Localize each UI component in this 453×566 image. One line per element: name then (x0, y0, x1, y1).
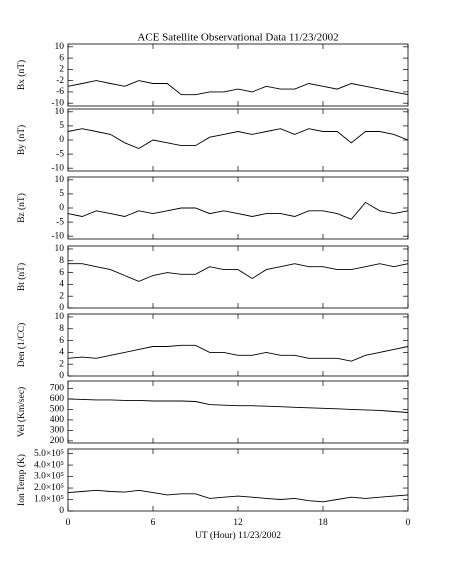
y-tick-label: 4 (59, 280, 64, 290)
panel-frame (67, 176, 409, 240)
y-tick-label: 6 (59, 53, 64, 63)
y-tick-label: 4 (59, 348, 64, 358)
panel-frame (67, 43, 409, 107)
y-tick-label: 0 (59, 303, 64, 313)
y-tick-label: 2 (59, 65, 64, 75)
y-tick-label: 0 (59, 203, 64, 213)
y-tick-label: 2 (59, 359, 64, 369)
y-tick-label: 10 (55, 244, 65, 254)
y-tick-label: 700 (50, 384, 65, 394)
y-tick-label: 3.0×10⁵ (34, 472, 64, 482)
y-tick-label: 2 (59, 291, 64, 301)
y-tick-label: 0 (59, 506, 64, 516)
y-tick-label: 8 (59, 256, 64, 266)
y-axis-label: Bx (nT) (16, 60, 27, 90)
y-tick-label: 10 (55, 107, 65, 117)
y-tick-label: -10 (51, 98, 64, 108)
y-tick-label: 10 (55, 175, 65, 185)
y-tick-label: 5.0×10⁵ (34, 449, 64, 459)
y-tick-label: 0 (59, 371, 64, 381)
y-axis-label: Vel (Km/sec) (16, 387, 27, 437)
data-line (67, 489, 409, 503)
panel-frame (67, 313, 409, 377)
x-tick-label: 12 (233, 518, 243, 528)
x-axis-label: UT (Hour) 11/23/2002 (195, 530, 281, 541)
y-axis-label: Bz (nT) (16, 193, 27, 223)
y-tick-label: 500 (50, 405, 65, 415)
y-tick-label: -10 (51, 163, 64, 173)
chart-title: ACE Satellite Observational Data 11/23/2… (137, 32, 338, 44)
y-axis-label: Bt (nT) (16, 263, 27, 291)
y-tick-label: 5 (59, 189, 64, 199)
y-tick-label: -5 (56, 217, 64, 227)
y-tick-label: 300 (50, 426, 65, 436)
y-tick-label: 6 (59, 268, 64, 278)
data-line (67, 201, 409, 220)
y-tick-label: 1.0×10⁵ (34, 495, 64, 505)
y-tick-label: 8 (59, 324, 64, 334)
y-tick-label: 10 (55, 312, 65, 322)
y-tick-label: 600 (50, 394, 65, 404)
panel-frame (67, 245, 409, 309)
y-axis-label: Den (1/CC) (16, 323, 27, 368)
x-tick-label: 0 (406, 518, 411, 528)
x-tick-label: 0 (66, 518, 71, 528)
panel-frame (67, 108, 409, 172)
y-tick-label: 5 (59, 121, 64, 131)
y-axis-label: By (nT) (16, 125, 27, 155)
data-line (67, 398, 409, 413)
y-tick-label: -5 (56, 149, 64, 159)
x-tick-label: 18 (318, 518, 328, 528)
data-line (67, 80, 409, 96)
y-tick-label: 4.0×10⁵ (34, 460, 64, 470)
y-axis-label: Ion Temp (K) (16, 454, 27, 506)
y-tick-label: 400 (50, 415, 65, 425)
y-tick-label: 10 (55, 42, 65, 52)
y-tick-label: -10 (51, 231, 64, 241)
y-tick-label: -6 (56, 87, 64, 97)
data-line (67, 128, 409, 150)
y-tick-label: 200 (50, 436, 65, 446)
y-tick-label: 0 (59, 135, 64, 145)
y-tick-label: 6 (59, 336, 64, 346)
panel-frame (67, 448, 409, 512)
data-line (68, 263, 409, 282)
y-tick-label: -2 (56, 76, 64, 86)
x-tick-label: 6 (151, 518, 156, 528)
y-tick-label: 2.0×10⁵ (34, 483, 64, 493)
panel-frame (67, 380, 409, 444)
data-line (67, 344, 409, 362)
